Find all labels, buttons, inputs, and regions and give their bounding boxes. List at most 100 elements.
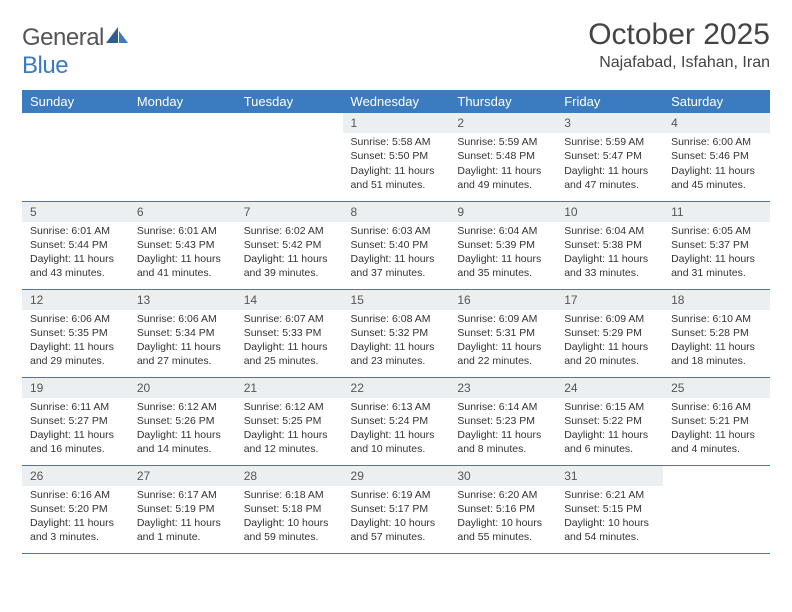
day-number: 23 — [449, 378, 556, 398]
day-details: Sunrise: 6:12 AMSunset: 5:26 PMDaylight:… — [129, 398, 236, 461]
day-number: 16 — [449, 290, 556, 310]
daylight-text: Daylight: 11 hours and 14 minutes. — [137, 428, 228, 456]
daylight-text: Daylight: 11 hours and 31 minutes. — [671, 252, 762, 280]
calendar-day-cell: 12Sunrise: 6:06 AMSunset: 5:35 PMDayligh… — [22, 289, 129, 377]
daylight-text: Daylight: 11 hours and 43 minutes. — [30, 252, 121, 280]
sunset-text: Sunset: 5:27 PM — [30, 414, 121, 428]
calendar-day-cell: 25Sunrise: 6:16 AMSunset: 5:21 PMDayligh… — [663, 377, 770, 465]
day-number: 30 — [449, 466, 556, 486]
sunrise-text: Sunrise: 6:05 AM — [671, 224, 762, 238]
day-number: 3 — [556, 113, 663, 133]
weekday-header: Sunday — [22, 90, 129, 113]
day-details: Sunrise: 6:15 AMSunset: 5:22 PMDaylight:… — [556, 398, 663, 461]
day-number: 8 — [343, 202, 450, 222]
sunset-text: Sunset: 5:25 PM — [244, 414, 335, 428]
sunrise-text: Sunrise: 6:11 AM — [30, 400, 121, 414]
sunset-text: Sunset: 5:26 PM — [137, 414, 228, 428]
daylight-text: Daylight: 10 hours and 55 minutes. — [457, 516, 548, 544]
sunrise-text: Sunrise: 6:21 AM — [564, 488, 655, 502]
sunrise-text: Sunrise: 6:01 AM — [30, 224, 121, 238]
calendar-day-cell: 2Sunrise: 5:59 AMSunset: 5:48 PMDaylight… — [449, 113, 556, 201]
sunset-text: Sunset: 5:24 PM — [351, 414, 442, 428]
calendar-day-cell: 5Sunrise: 6:01 AMSunset: 5:44 PMDaylight… — [22, 201, 129, 289]
calendar-day-cell: 22Sunrise: 6:13 AMSunset: 5:24 PMDayligh… — [343, 377, 450, 465]
sunrise-text: Sunrise: 6:12 AM — [137, 400, 228, 414]
day-details: Sunrise: 6:10 AMSunset: 5:28 PMDaylight:… — [663, 310, 770, 373]
daylight-text: Daylight: 11 hours and 6 minutes. — [564, 428, 655, 456]
calendar-day-cell — [236, 113, 343, 201]
sunrise-text: Sunrise: 6:14 AM — [457, 400, 548, 414]
day-number: 14 — [236, 290, 343, 310]
sunrise-text: Sunrise: 6:04 AM — [564, 224, 655, 238]
day-details: Sunrise: 5:59 AMSunset: 5:48 PMDaylight:… — [449, 133, 556, 196]
day-details: Sunrise: 6:02 AMSunset: 5:42 PMDaylight:… — [236, 222, 343, 285]
day-number: 26 — [22, 466, 129, 486]
sunset-text: Sunset: 5:32 PM — [351, 326, 442, 340]
sunset-text: Sunset: 5:50 PM — [351, 149, 442, 163]
sunrise-text: Sunrise: 5:58 AM — [351, 135, 442, 149]
sunset-text: Sunset: 5:21 PM — [671, 414, 762, 428]
location: Najafabad, Isfahan, Iran — [588, 54, 770, 72]
sunrise-text: Sunrise: 5:59 AM — [457, 135, 548, 149]
daylight-text: Daylight: 11 hours and 8 minutes. — [457, 428, 548, 456]
day-details: Sunrise: 6:13 AMSunset: 5:24 PMDaylight:… — [343, 398, 450, 461]
title-block: October 2025 Najafabad, Isfahan, Iran — [588, 18, 770, 72]
daylight-text: Daylight: 11 hours and 45 minutes. — [671, 164, 762, 192]
calendar-day-cell: 23Sunrise: 6:14 AMSunset: 5:23 PMDayligh… — [449, 377, 556, 465]
day-details: Sunrise: 6:19 AMSunset: 5:17 PMDaylight:… — [343, 486, 450, 549]
day-details: Sunrise: 6:21 AMSunset: 5:15 PMDaylight:… — [556, 486, 663, 549]
sunset-text: Sunset: 5:44 PM — [30, 238, 121, 252]
day-number: 24 — [556, 378, 663, 398]
calendar-day-cell: 14Sunrise: 6:07 AMSunset: 5:33 PMDayligh… — [236, 289, 343, 377]
month-title: October 2025 — [588, 18, 770, 52]
calendar-day-cell: 26Sunrise: 6:16 AMSunset: 5:20 PMDayligh… — [22, 465, 129, 553]
daylight-text: Daylight: 11 hours and 47 minutes. — [564, 164, 655, 192]
daylight-text: Daylight: 11 hours and 29 minutes. — [30, 340, 121, 368]
daylight-text: Daylight: 11 hours and 35 minutes. — [457, 252, 548, 280]
day-number: 20 — [129, 378, 236, 398]
daylight-text: Daylight: 11 hours and 49 minutes. — [457, 164, 548, 192]
calendar-day-cell: 3Sunrise: 5:59 AMSunset: 5:47 PMDaylight… — [556, 113, 663, 201]
calendar-day-cell: 10Sunrise: 6:04 AMSunset: 5:38 PMDayligh… — [556, 201, 663, 289]
calendar-day-cell — [663, 465, 770, 553]
calendar-day-cell: 19Sunrise: 6:11 AMSunset: 5:27 PMDayligh… — [22, 377, 129, 465]
day-number: 15 — [343, 290, 450, 310]
sunrise-text: Sunrise: 6:18 AM — [244, 488, 335, 502]
day-number: 7 — [236, 202, 343, 222]
sunset-text: Sunset: 5:48 PM — [457, 149, 548, 163]
brand-text-2: Blue — [22, 52, 68, 79]
sunrise-text: Sunrise: 6:09 AM — [457, 312, 548, 326]
sunset-text: Sunset: 5:16 PM — [457, 502, 548, 516]
day-details: Sunrise: 6:08 AMSunset: 5:32 PMDaylight:… — [343, 310, 450, 373]
sunrise-text: Sunrise: 6:15 AM — [564, 400, 655, 414]
day-details: Sunrise: 6:16 AMSunset: 5:21 PMDaylight:… — [663, 398, 770, 461]
day-number: 6 — [129, 202, 236, 222]
sunset-text: Sunset: 5:42 PM — [244, 238, 335, 252]
day-details: Sunrise: 6:03 AMSunset: 5:40 PMDaylight:… — [343, 222, 450, 285]
day-details: Sunrise: 6:04 AMSunset: 5:39 PMDaylight:… — [449, 222, 556, 285]
sunset-text: Sunset: 5:19 PM — [137, 502, 228, 516]
daylight-text: Daylight: 11 hours and 18 minutes. — [671, 340, 762, 368]
sunrise-text: Sunrise: 6:16 AM — [30, 488, 121, 502]
sunrise-text: Sunrise: 6:12 AM — [244, 400, 335, 414]
day-number: 17 — [556, 290, 663, 310]
sunset-text: Sunset: 5:28 PM — [671, 326, 762, 340]
day-details: Sunrise: 6:01 AMSunset: 5:44 PMDaylight:… — [22, 222, 129, 285]
sunrise-text: Sunrise: 6:07 AM — [244, 312, 335, 326]
day-number: 11 — [663, 202, 770, 222]
day-number: 28 — [236, 466, 343, 486]
sunrise-text: Sunrise: 6:06 AM — [30, 312, 121, 326]
calendar-day-cell: 31Sunrise: 6:21 AMSunset: 5:15 PMDayligh… — [556, 465, 663, 553]
day-number: 13 — [129, 290, 236, 310]
sunset-text: Sunset: 5:22 PM — [564, 414, 655, 428]
sunrise-text: Sunrise: 6:03 AM — [351, 224, 442, 238]
day-details: Sunrise: 6:16 AMSunset: 5:20 PMDaylight:… — [22, 486, 129, 549]
calendar-day-cell: 11Sunrise: 6:05 AMSunset: 5:37 PMDayligh… — [663, 201, 770, 289]
daylight-text: Daylight: 10 hours and 54 minutes. — [564, 516, 655, 544]
calendar-day-cell: 24Sunrise: 6:15 AMSunset: 5:22 PMDayligh… — [556, 377, 663, 465]
day-details: Sunrise: 5:59 AMSunset: 5:47 PMDaylight:… — [556, 133, 663, 196]
day-details: Sunrise: 6:07 AMSunset: 5:33 PMDaylight:… — [236, 310, 343, 373]
day-number: 18 — [663, 290, 770, 310]
daylight-text: Daylight: 11 hours and 33 minutes. — [564, 252, 655, 280]
sunrise-text: Sunrise: 6:09 AM — [564, 312, 655, 326]
